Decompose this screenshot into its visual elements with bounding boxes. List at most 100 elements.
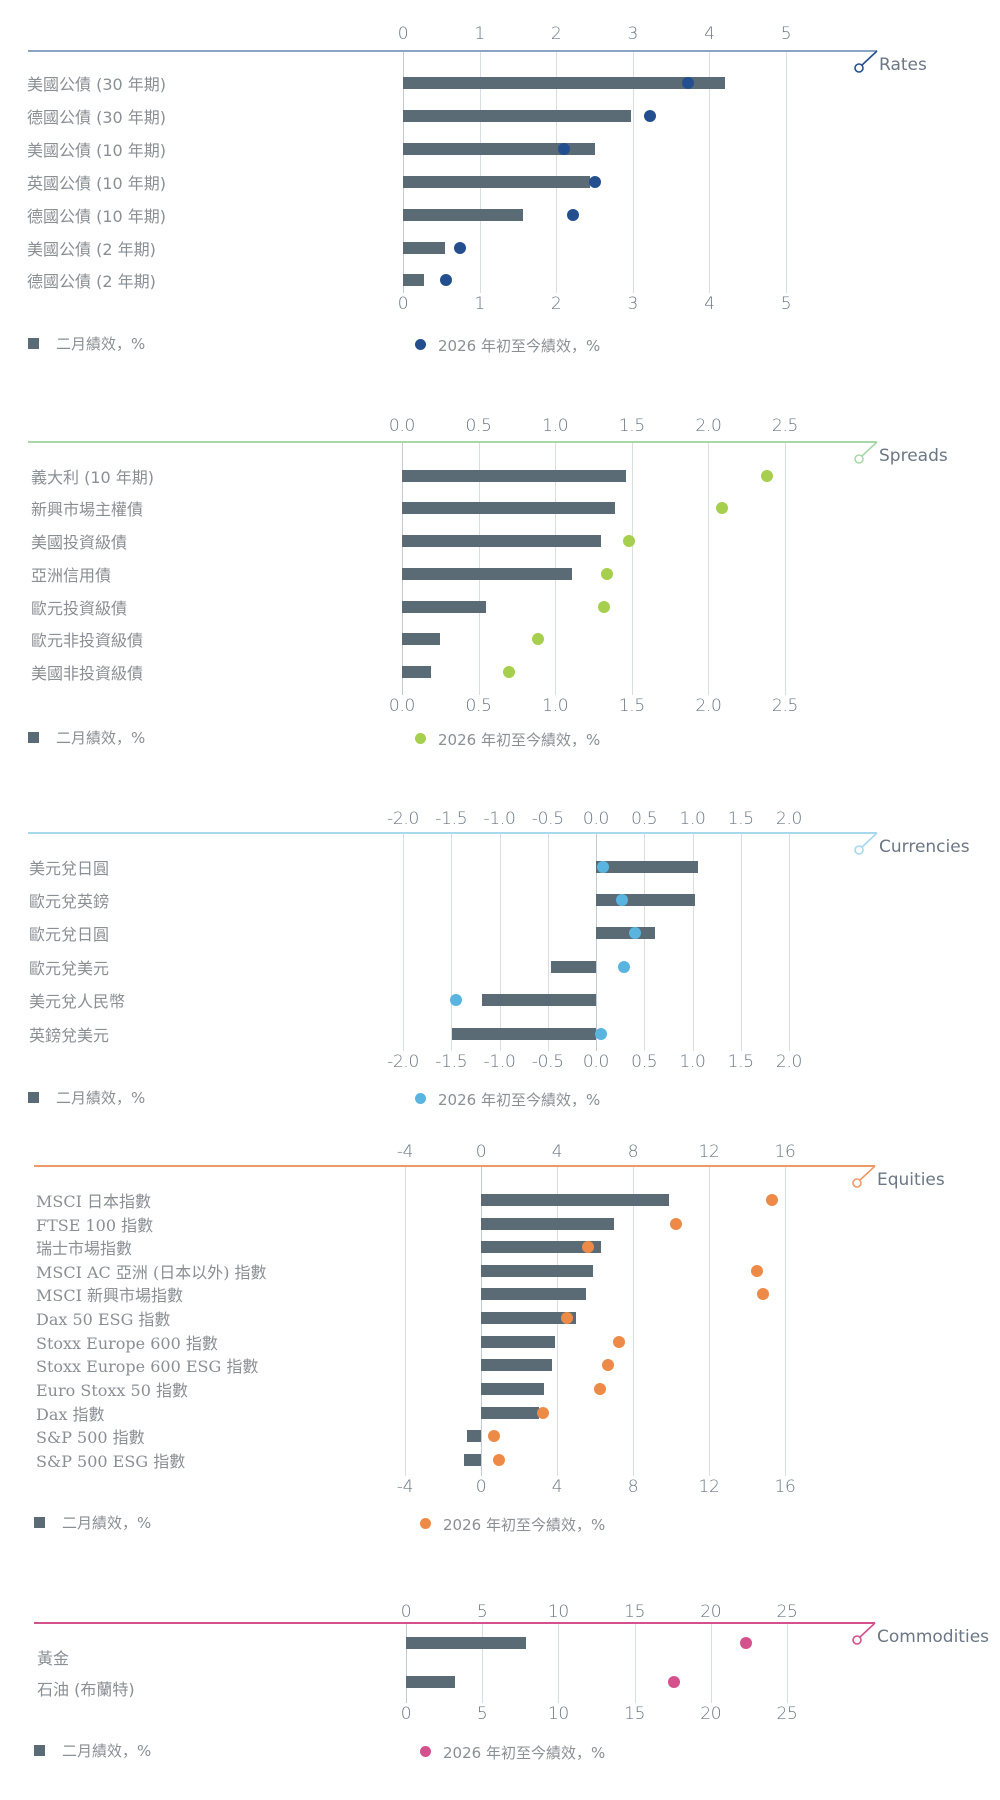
x-tick-top: -4 [396, 1142, 414, 1162]
legend-bar-swatch-icon [34, 1517, 45, 1528]
category-label: 歐元兌日圓 [29, 925, 110, 944]
bar-monthly-performance [406, 1676, 455, 1688]
x-tick-bottom: 1.5 [618, 696, 645, 716]
dot-ytd-performance [739, 1637, 752, 1649]
dot-ytd-performance [588, 176, 601, 188]
gridline [634, 1624, 636, 1703]
bar-monthly-performance [481, 1359, 553, 1371]
legend-bar-swatch-icon [34, 1745, 45, 1756]
legend-bar-label: 二月績效，% [56, 1089, 146, 1107]
category-label: 瑞士市場指數 [36, 1239, 133, 1258]
x-tick-top: 0 [400, 1602, 412, 1622]
section-title-commodities: Commodities [877, 1627, 990, 1647]
section-marker-icon [852, 1622, 876, 1645]
x-tick-top: 3 [627, 24, 639, 44]
x-tick-bottom: -1.5 [435, 1052, 468, 1072]
legend-dot-swatch-icon [415, 339, 426, 350]
x-tick-bottom: 0.5 [465, 696, 492, 716]
x-tick-top: -2.0 [387, 809, 419, 829]
bar-monthly-performance [403, 110, 631, 122]
category-label: 石油 (布蘭特) [37, 1680, 135, 1699]
legend-dot-label: 2026 年初至今績效，% [443, 1744, 606, 1762]
bar-monthly-performance [402, 470, 626, 482]
gridline [499, 834, 501, 1051]
x-tick-bottom: 0.5 [631, 1052, 658, 1072]
gridline [403, 834, 404, 1051]
x-tick-top: 2 [550, 24, 562, 44]
section-header-line [34, 1165, 875, 1167]
x-tick-top: 0 [475, 1142, 487, 1162]
dot-ytd-performance [757, 1288, 770, 1300]
bar-monthly-performance [596, 861, 699, 873]
dot-ytd-performance [582, 1241, 595, 1253]
bar-monthly-performance [481, 1265, 594, 1277]
category-label: S&P 500 ESG 指數 [36, 1452, 186, 1471]
dot-ytd-performance [602, 1359, 615, 1371]
x-tick-bottom: 3 [627, 294, 639, 314]
x-tick-top: 4 [551, 1142, 563, 1162]
bar-monthly-performance [403, 77, 725, 89]
x-tick-top: 5 [476, 1602, 488, 1622]
bar-monthly-performance [402, 535, 602, 547]
category-label: 美元兌日圓 [29, 859, 110, 878]
dot-ytd-performance [601, 568, 614, 580]
section-marker-icon [852, 1165, 876, 1188]
dot-ytd-performance [716, 502, 729, 514]
gridline [644, 834, 646, 1051]
category-label: 德國公債 (10 年期) [27, 207, 167, 226]
dot-ytd-performance [503, 666, 516, 678]
gridline [406, 1624, 407, 1703]
dot-ytd-performance [643, 110, 656, 122]
bar-monthly-performance [402, 633, 441, 645]
x-tick-bottom: 0.0 [388, 696, 416, 716]
category-label: Euro Stoxx 50 指數 [36, 1381, 188, 1400]
category-label: 新興市場主權債 [31, 500, 144, 519]
gridline [740, 834, 742, 1051]
legend-dot-label: 2026 年初至今績效，% [438, 337, 601, 355]
category-label: MSCI 新興市場指數 [36, 1286, 183, 1305]
gridline [786, 52, 787, 293]
category-label: 美國非投資級債 [31, 664, 144, 683]
bar-monthly-performance [403, 209, 524, 221]
x-tick-bottom: 4 [551, 1477, 563, 1497]
dot-ytd-performance [532, 633, 545, 645]
gridline [403, 52, 404, 293]
bar-monthly-performance [466, 1430, 481, 1442]
bar-monthly-performance [402, 502, 615, 514]
x-tick-bottom: 1.0 [542, 696, 569, 716]
category-label: 歐元兌英鎊 [29, 892, 110, 911]
bar-monthly-performance [402, 666, 432, 678]
dot-ytd-performance [488, 1430, 501, 1442]
category-label: 英鎊兌美元 [29, 1026, 110, 1045]
section-title-spreads: Spreads [879, 446, 948, 466]
bar-monthly-performance [481, 1383, 544, 1395]
x-tick-bottom: 15 [624, 1704, 646, 1724]
legend-bar-label: 二月績效，% [56, 729, 146, 747]
dot-ytd-performance [596, 861, 609, 873]
legend-bar-label: 二月績效，% [62, 1514, 152, 1532]
legend-dot-swatch-icon [415, 1093, 426, 1104]
dot-ytd-performance [751, 1265, 764, 1277]
category-label: 歐元非投資級債 [31, 631, 144, 650]
x-tick-bottom: 4 [704, 294, 715, 314]
bar-monthly-performance [550, 961, 596, 973]
x-tick-bottom: 1 [474, 294, 485, 314]
legend-dot-swatch-icon [415, 733, 426, 744]
dot-ytd-performance [561, 1312, 574, 1324]
x-tick-top: 0.0 [582, 809, 610, 829]
category-label: S&P 500 指數 [36, 1428, 145, 1447]
gridline [631, 443, 633, 695]
category-label: 美元兌人民幣 [29, 992, 126, 1011]
section-marker-icon [854, 441, 878, 464]
dot-ytd-performance [536, 1407, 549, 1419]
x-tick-bottom: 5 [780, 294, 792, 314]
x-tick-top: 0.5 [465, 416, 492, 436]
bar-monthly-performance [403, 176, 590, 188]
dot-ytd-performance [598, 601, 611, 613]
dot-ytd-performance [622, 535, 635, 547]
category-label: 英國公債 (10 年期) [27, 174, 167, 193]
section-header-line [28, 441, 877, 443]
gridline [692, 834, 694, 1051]
x-tick-top: 1 [474, 24, 485, 44]
section-marker-icon [854, 832, 878, 855]
